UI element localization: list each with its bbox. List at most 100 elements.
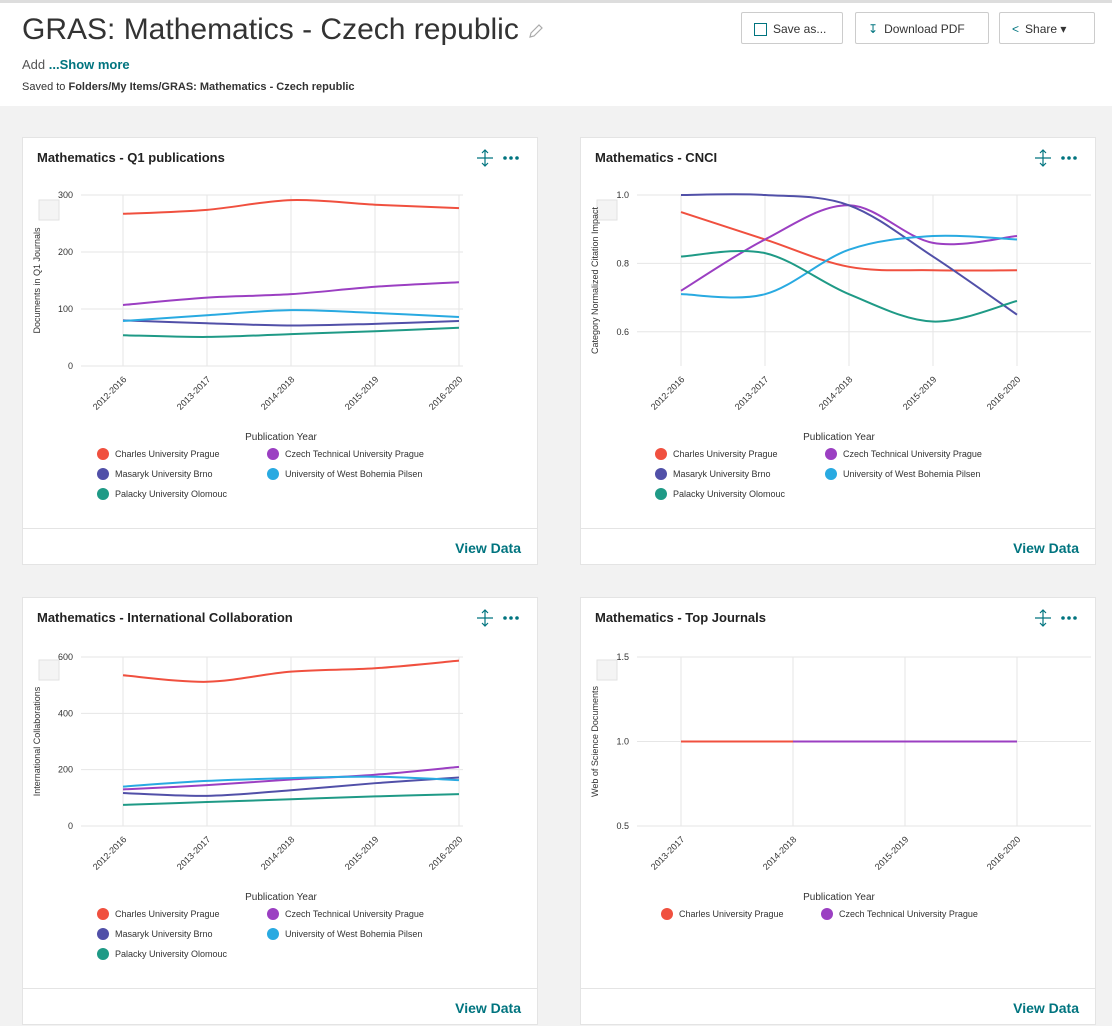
add-text: Add	[22, 57, 46, 72]
series-line	[122, 309, 460, 322]
edit-icon[interactable]	[527, 22, 545, 40]
y-tick-label: 200	[58, 765, 73, 775]
chart-panel: Mathematics - Q1 publications View Data 0 1…	[22, 137, 538, 565]
x-tick-label: 2015-2019	[873, 834, 911, 872]
legend-label: Charles University Prague	[115, 449, 220, 459]
x-axis-label: Publication Year	[245, 432, 317, 443]
series-line	[680, 193, 1018, 316]
view-data-link[interactable]: View Data	[1013, 1000, 1079, 1016]
saved-line: Saved to Folders/My Items/GRAS: Mathemat…	[22, 81, 355, 93]
more-icon[interactable]	[503, 156, 519, 160]
legend-label: Palacky University Olomouc	[115, 949, 228, 959]
x-tick-label: 2014-2018	[817, 374, 855, 412]
legend-label: Palacky University Olomouc	[673, 489, 786, 499]
legend-swatch	[97, 488, 109, 500]
legend-swatch	[267, 908, 279, 920]
legend-label: Masaryk University Brno	[115, 469, 213, 479]
legend-label: Czech Technical University Prague	[285, 909, 424, 919]
y-tick-label: 0.5	[616, 821, 629, 831]
x-tick-label: 2014-2018	[259, 374, 297, 412]
icon-shape	[477, 609, 493, 627]
legend-label: University of West Bohemia Pilsen	[843, 469, 980, 479]
series-line	[122, 775, 460, 788]
panel-footer	[23, 988, 537, 989]
legend-swatch	[267, 448, 279, 460]
move-icon[interactable]	[1035, 149, 1051, 167]
y-tick-label: 1.0	[616, 190, 629, 200]
series-line	[680, 211, 1018, 272]
button-label: Save as...	[773, 22, 827, 36]
x-tick-label: 2016-2020	[985, 834, 1023, 872]
y-tick-label: 0.6	[616, 327, 629, 337]
move-icon[interactable]	[477, 149, 493, 167]
download-chart-icon	[38, 199, 60, 221]
legend-swatch	[655, 488, 667, 500]
chart: 0 200 400 600 2012-2016 2013-2017 2014-2018 201…	[32, 609, 519, 960]
icon-dot	[509, 156, 513, 160]
save-button[interactable]: Save as...	[741, 12, 843, 44]
panel-title: Mathematics - Q1 publications	[37, 150, 225, 165]
legend-swatch	[97, 448, 109, 460]
legend-swatch	[661, 908, 673, 920]
share-button[interactable]: < Share ▾	[999, 12, 1095, 44]
x-tick-label: 2013-2017	[175, 374, 213, 412]
legend-label: Czech Technical University Prague	[285, 449, 424, 459]
x-tick-label: 2012-2016	[91, 374, 129, 412]
legend-swatch	[267, 468, 279, 480]
legend-label: Charles University Prague	[679, 909, 784, 919]
title-text: GRAS: Mathematics - Czech republic	[22, 13, 519, 46]
y-axis-label: International Collaborations	[32, 686, 42, 796]
move-icon[interactable]	[1035, 609, 1051, 627]
series-line	[680, 250, 1018, 323]
view-data-link[interactable]: View Data	[455, 1000, 521, 1016]
legend-swatch	[821, 908, 833, 920]
legend-label: Czech Technical University Prague	[843, 449, 982, 459]
legend-label: University of West Bohemia Pilsen	[285, 469, 422, 479]
icon-dot	[1073, 156, 1077, 160]
x-tick-label: 2014-2018	[259, 834, 297, 872]
y-tick-label: 200	[58, 247, 73, 257]
view-data-link[interactable]: View Data	[1013, 540, 1079, 556]
icon-shape	[1035, 609, 1051, 627]
button-label: Share	[1025, 22, 1058, 36]
move-icon[interactable]	[477, 609, 493, 627]
y-tick-label: 0	[68, 821, 73, 831]
series-line	[680, 234, 1018, 299]
icon-dot	[503, 156, 507, 160]
y-axis-label: Web of Science Documents	[590, 686, 600, 797]
icon-dot	[503, 616, 507, 620]
series-line	[122, 199, 460, 215]
series-line	[122, 659, 460, 683]
icon-shape	[477, 149, 493, 167]
y-axis-label: Category Normalized Citation Impact	[590, 206, 600, 354]
series-line	[122, 793, 460, 806]
button-label: Download PDF	[884, 22, 965, 36]
legend-swatch	[97, 948, 109, 960]
icon-dot	[515, 616, 519, 620]
report-title: GRAS: Mathematics - Czech republic	[22, 13, 545, 47]
x-tick-label: 2012-2016	[649, 374, 687, 412]
legend-label: Palacky University Olomouc	[115, 489, 228, 499]
legend-label: Charles University Prague	[115, 909, 220, 919]
saved-path: Folders/My Items/GRAS: Mathematics - Cze…	[68, 81, 355, 93]
chart: 0 100 200 300 2012-2016 2013-2017 2014-2018 201…	[32, 149, 519, 500]
download-button[interactable]: ↧ Download PDF	[855, 12, 989, 44]
x-tick-label: 2015-2019	[901, 374, 939, 412]
show-more[interactable]: ...Show more	[48, 57, 130, 72]
download-chart-icon	[596, 659, 618, 681]
download-chart-icon	[596, 199, 618, 221]
x-axis-label: Publication Year	[803, 892, 875, 903]
legend-swatch	[825, 448, 837, 460]
more-icon[interactable]	[503, 616, 519, 620]
y-tick-label: 400	[58, 708, 73, 718]
series-line	[122, 765, 460, 791]
legend-label: Masaryk University Brno	[673, 469, 771, 479]
x-axis-label: Publication Year	[803, 432, 875, 443]
more-icon[interactable]	[1061, 616, 1077, 620]
chart: 0.5 1.0 1.5 2013-2017 2014-2018 2015-2019 2016…	[590, 609, 1091, 920]
view-data-link[interactable]: View Data	[455, 540, 521, 556]
x-tick-label: 2013-2017	[649, 834, 687, 872]
x-tick-label: 2015-2019	[343, 374, 381, 412]
more-icon[interactable]	[1061, 156, 1077, 160]
legend-label: Charles University Prague	[673, 449, 778, 459]
